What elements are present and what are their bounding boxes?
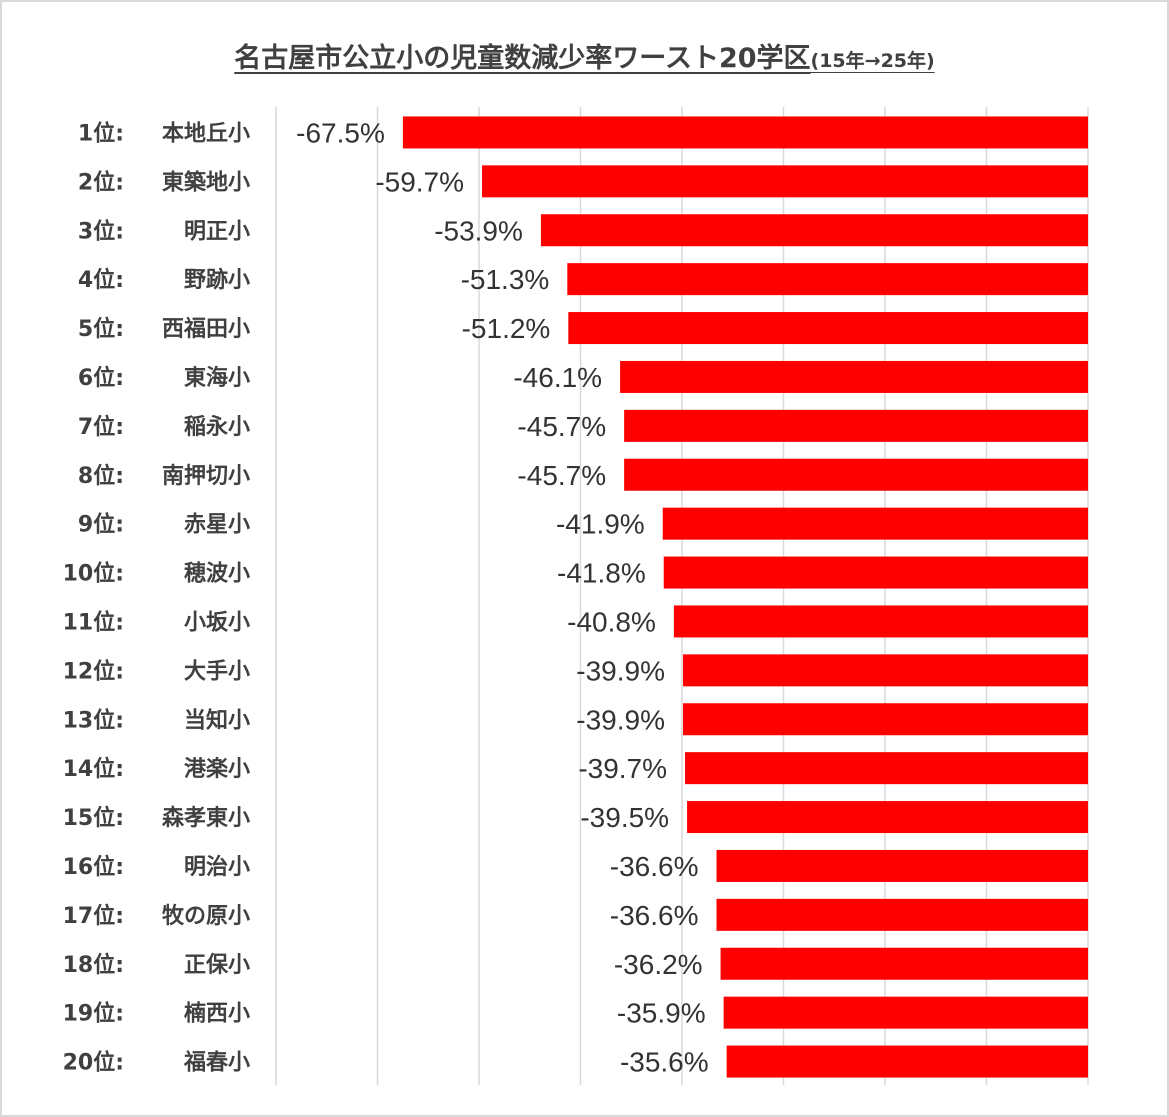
data-label: -39.5% [580,802,669,833]
bar [673,605,1088,638]
category-rank-label: 15位: [63,805,124,831]
bar [568,312,1088,345]
bar [720,947,1088,980]
category-rank-label: 19位: [63,1001,124,1027]
category-rank-label: 9位: [78,512,124,538]
category-rank-label: 18位: [63,952,124,978]
bar [620,360,1088,393]
gridlines [275,107,1089,1085]
category-rank-label: 10位: [63,561,124,587]
data-label: -36.6% [610,900,699,931]
category-rank-label: 20位: [63,1050,124,1076]
bar [687,801,1088,834]
data-label: -59.7% [375,166,464,197]
category-rank-label: 12位: [63,658,124,684]
data-label: -45.7% [517,460,606,491]
category-rank-label: 13位: [63,707,124,733]
bar [540,214,1088,247]
data-label: -39.9% [576,655,665,686]
chart-title: 名古屋市公立小の児童数減少率ワースト20学区(15年→25年) [0,36,1169,75]
bar [716,849,1088,882]
category-rank-label: 16位: [63,854,124,880]
category-name-label: 西福田小 [162,317,250,342]
category-name-label: 東築地小 [162,169,250,195]
category-name-label: 森孝東小 [162,805,250,831]
category-name-label: 楠西小 [184,1001,250,1027]
category-rank-label: 7位: [78,414,124,440]
category-name-label: 明正小 [184,219,250,244]
category-name-label: 赤星小 [184,513,250,538]
category-rank-label: 14位: [63,756,124,782]
bar [663,556,1088,589]
bar [683,703,1088,736]
data-label: -35.6% [620,1047,709,1078]
data-label: -39.7% [578,753,667,784]
bar [402,116,1088,149]
data-label: -39.9% [576,704,665,735]
bar [726,1045,1088,1078]
data-label: -40.8% [567,606,656,637]
category-name-label: 小坂小 [184,610,250,635]
category-name-label: 大手小 [184,659,250,684]
data-label: -41.9% [556,509,645,540]
category-rank-label: 17位: [63,903,124,929]
data-label: -67.5% [296,117,385,148]
category-name-label: 正保小 [184,953,250,978]
data-label: -41.8% [557,558,646,589]
category-name-label: 南押切小 [162,463,250,489]
value-labels: -67.5% -59.7% -53.9% -51.3% -51.2% -46.1% -45.… [296,117,709,1077]
category-name-label: 当知小 [184,707,250,733]
bar [723,996,1088,1029]
data-label: -51.2% [462,313,551,344]
data-label: -36.2% [614,949,703,980]
bar [716,898,1088,931]
data-label: -36.6% [610,851,699,882]
data-label: -51.3% [461,264,550,295]
category-rank-label: 3位: [78,218,124,244]
category-name-label: 港楽小 [184,756,250,782]
category-rank-label: 1位: [78,120,124,146]
bar [624,458,1088,491]
category-name-label: 本地丘小 [162,121,250,146]
chart-title-main: 名古屋市公立小の児童数減少率ワースト20学区 [234,43,811,74]
data-label: -53.9% [434,215,523,246]
category-name-label: 明治小 [184,854,250,880]
category-name-label: 穂波小 [184,562,250,587]
category-name-label: 稲永小 [184,414,250,440]
bar [482,165,1088,198]
bar [683,654,1088,687]
category-rank-label: 11位: [63,609,124,635]
data-label: -46.1% [513,362,602,393]
category-rank-label: 2位: [78,169,124,195]
bar [685,752,1088,785]
bar [624,409,1088,442]
category-rank-label: 5位: [78,316,124,342]
category-name-label: 東海小 [184,365,250,391]
bar [662,507,1088,540]
category-labels: 1位: 本地丘小 2位: 東築地小 3位: 明正小 4位: 野跡小 5位: 西福田小 6位: 東海小 7… [63,120,250,1075]
category-name-label: 牧の原小 [162,903,250,929]
category-rank-label: 4位: [78,267,124,293]
data-label: -35.9% [617,998,706,1029]
bars [402,116,1088,1078]
category-name-label: 福春小 [183,1051,250,1076]
bar [567,263,1088,296]
chart-title-sub: (15年→25年) [810,50,935,72]
category-rank-label: 6位: [78,365,124,391]
category-name-label: 野跡小 [184,267,250,293]
data-label: -45.7% [517,411,606,442]
category-rank-label: 8位: [78,463,124,489]
